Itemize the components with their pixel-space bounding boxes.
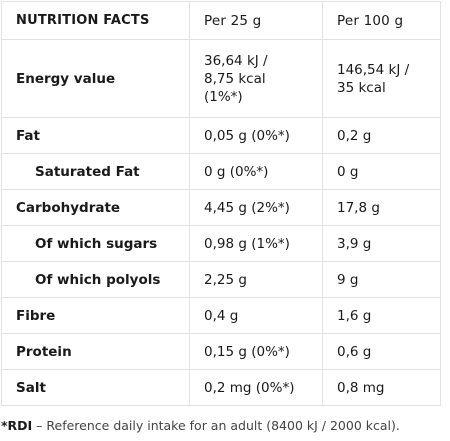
value-per-100g: 146,54 kJ /35 kcal — [322, 39, 441, 118]
row-label: Fat — [1, 117, 190, 154]
value-per-25g: 0,15 g (0%*) — [189, 333, 323, 370]
value-per-100g: 0 g — [322, 153, 441, 190]
value-per-100g: 0,2 g — [322, 117, 441, 154]
table-row: Of which sugars 0,98 g (1%*) 3,9 g — [1, 225, 441, 262]
value-per-100g: 0,8 mg — [322, 369, 441, 406]
rdi-marker: *RDI — [1, 418, 33, 433]
table-row: Salt 0,2 mg (0%*) 0,8 mg — [1, 369, 441, 406]
header-per-100g: Per 100 g — [322, 1, 441, 40]
value-per-25g: 4,45 g (2%*) — [189, 189, 323, 226]
table-row: Carbohydrate 4,45 g (2%*) 17,8 g — [1, 189, 441, 226]
value-per-25g: 0,98 g (1%*) — [189, 225, 323, 262]
value-per-25g: 0 g (0%*) — [189, 153, 323, 190]
value-per-100g: 3,9 g — [322, 225, 441, 262]
row-label: Of which polyols — [1, 261, 190, 298]
row-label: Carbohydrate — [1, 189, 190, 226]
row-label: Salt — [1, 369, 190, 406]
header-per-25g: Per 25 g — [189, 1, 323, 40]
value-per-100g: 9 g — [322, 261, 441, 298]
value-per-100g: 0,6 g — [322, 333, 441, 370]
table-row: Protein 0,15 g (0%*) 0,6 g — [1, 333, 441, 370]
nutrition-table-container: NUTRITION FACTS Per 25 g Per 100 g Energ… — [1, 1, 441, 406]
table-row: Energy value 36,64 kJ /8,75 kcal (1%*) 14… — [1, 39, 441, 118]
value-per-25g: 0,4 g — [189, 297, 323, 334]
table-row: Fibre 0,4 g 1,6 g — [1, 297, 441, 334]
table-row: Of which polyols 2,25 g 9 g — [1, 261, 441, 298]
row-label: Protein — [1, 333, 190, 370]
rdi-footnote-text: – Reference daily intake for an adult (8… — [32, 418, 400, 433]
value-per-25g: 36,64 kJ /8,75 kcal (1%*) — [189, 39, 323, 118]
table-header-row: NUTRITION FACTS Per 25 g Per 100 g — [1, 1, 441, 40]
value-per-100g: 1,6 g — [322, 297, 441, 334]
rdi-footnote: *RDI – Reference daily intake for an adu… — [1, 418, 400, 433]
row-label: Fibre — [1, 297, 190, 334]
value-per-100g: 17,8 g — [322, 189, 441, 226]
value-per-25g: 2,25 g — [189, 261, 323, 298]
row-label: Energy value — [1, 39, 190, 118]
value-per-25g: 0,2 mg (0%*) — [189, 369, 323, 406]
value-per-25g: 0,05 g (0%*) — [189, 117, 323, 154]
table-row: Fat 0,05 g (0%*) 0,2 g — [1, 117, 441, 154]
row-label: Of which sugars — [1, 225, 190, 262]
row-label: Saturated Fat — [1, 153, 190, 190]
header-nutrition-facts: NUTRITION FACTS — [1, 1, 190, 40]
nutrition-table: NUTRITION FACTS Per 25 g Per 100 g Energ… — [1, 1, 441, 406]
table-row: Saturated Fat 0 g (0%*) 0 g — [1, 153, 441, 190]
